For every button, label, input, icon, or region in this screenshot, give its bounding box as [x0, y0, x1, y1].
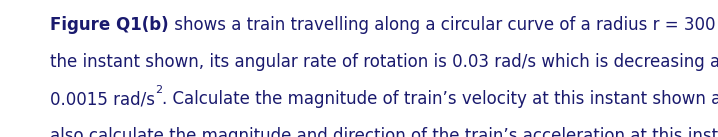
- Text: . Calculate the magnitude of train’s velocity at this instant shown and: . Calculate the magnitude of train’s vel…: [162, 90, 718, 108]
- Text: 2: 2: [155, 85, 162, 95]
- Text: 0.0015 rad/s: 0.0015 rad/s: [50, 90, 155, 108]
- Text: Figure Q1(b): Figure Q1(b): [50, 16, 169, 34]
- Text: the instant shown, its angular rate of rotation is 0.03 rad/s which is decreasin: the instant shown, its angular rate of r…: [50, 53, 718, 71]
- Text: also calculate the magnitude and direction of the train’s acceleration at this i: also calculate the magnitude and directi…: [50, 127, 718, 137]
- Text: shows a train travelling along a circular curve of a radius r = 300 m. At: shows a train travelling along a circula…: [169, 16, 718, 34]
